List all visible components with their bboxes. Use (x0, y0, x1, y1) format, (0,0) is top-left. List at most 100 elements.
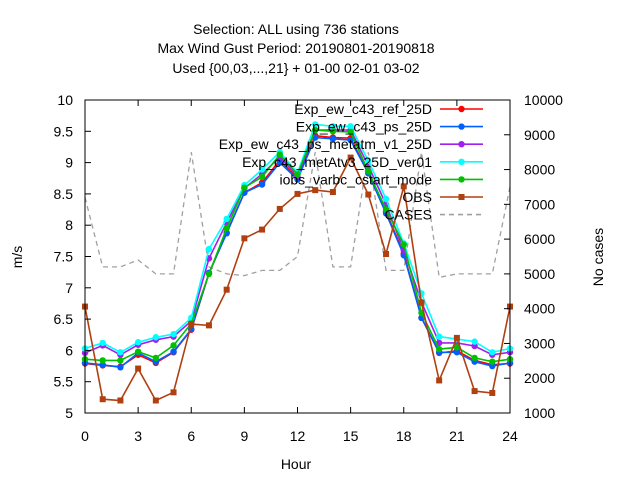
data-point (99, 396, 106, 403)
y2-tick-label: 5000 (524, 266, 555, 282)
y-axis-label: m/s (9, 246, 25, 269)
data-point (418, 299, 425, 306)
y2-tick-label: 6000 (524, 231, 555, 247)
data-point (489, 349, 496, 356)
data-point (152, 354, 160, 362)
data-point (205, 270, 213, 278)
x-tick-label: 12 (290, 428, 306, 444)
data-point (436, 377, 443, 384)
data-point (117, 364, 124, 371)
x-tick-label: 0 (81, 428, 89, 444)
series-line (84, 152, 511, 279)
legend-label: Exp_ew_c43_ps_25D (296, 119, 432, 135)
y-tick-label: 8.5 (54, 186, 74, 202)
y-tick-label: 5.5 (54, 374, 74, 390)
data-point (471, 338, 478, 345)
y2-tick-label: 9000 (524, 127, 555, 143)
data-point (347, 123, 354, 130)
data-point (347, 136, 354, 144)
legend-marker (458, 141, 465, 148)
legend-label: Exp_ew_c43_ref_25D (294, 101, 432, 117)
data-point (99, 361, 106, 368)
data-point (205, 322, 212, 329)
data-point (329, 189, 336, 196)
y2-tick-label: 10000 (524, 92, 563, 108)
data-point (471, 342, 478, 350)
data-point (241, 184, 248, 191)
ticks-layer: 0 3 6 9 12 15 18 21 24 5 5.5 6 6.5 7 7.5 8 8.5 9 9.5 10 1000… (54, 92, 564, 444)
data-point (365, 157, 372, 164)
y2-tick-label: 2000 (524, 370, 555, 386)
y2-tick-label: 3000 (524, 335, 555, 351)
legend-marker (458, 123, 465, 130)
data-point (329, 123, 337, 130)
y-tick-label: 8 (65, 217, 73, 233)
data-point (400, 241, 407, 248)
x-tick-label: 18 (396, 428, 412, 444)
legend-marker (458, 105, 465, 113)
data-point (312, 126, 319, 134)
data-point (223, 215, 230, 223)
data-point (400, 183, 407, 190)
chart-title-line-1: Selection: ALL using 736 stations (193, 21, 399, 37)
data-point (312, 121, 319, 128)
y-tick-label: 7 (65, 280, 73, 296)
data-point (99, 339, 106, 347)
data-point (258, 166, 266, 173)
y-tick-label: 5 (65, 405, 73, 421)
legend-label: CASES (385, 207, 432, 223)
data-point (258, 173, 266, 181)
data-point (258, 181, 266, 188)
data-point (170, 342, 177, 349)
legend-marker (458, 194, 465, 200)
legend-label: Exp_c43_metAtv3_25D_ver01 (242, 154, 432, 170)
data-point (223, 225, 230, 232)
data-point (347, 128, 354, 136)
data-point (312, 187, 319, 194)
data-point (241, 235, 248, 242)
x-tick-label: 15 (343, 428, 359, 444)
data-point (276, 205, 283, 212)
data-point (435, 345, 443, 353)
series-4 (81, 126, 514, 365)
legend-marker (458, 176, 465, 183)
data-point (276, 151, 283, 158)
data-point (453, 349, 461, 356)
x-tick-label: 21 (449, 428, 465, 444)
legend-label: iobs_varbc_cstart_mode (279, 171, 432, 187)
y-tick-label: 6.5 (54, 311, 74, 327)
data-point (489, 358, 496, 365)
y-tick-label: 6 (65, 342, 73, 358)
y-tick-label: 7.5 (54, 249, 74, 265)
data-point (170, 389, 177, 396)
data-point (117, 357, 124, 364)
legend-marker (458, 158, 465, 165)
data-point (383, 250, 390, 257)
data-point (471, 388, 478, 395)
data-point (329, 128, 337, 135)
series-5 (82, 154, 513, 404)
data-point (170, 330, 177, 338)
y2-tick-label: 1000 (524, 405, 555, 421)
data-point (347, 154, 354, 161)
chart-title-line-3: Used {00,03,...,21} + 01-00 02-01 03-02 (172, 60, 419, 76)
data-point (170, 348, 177, 355)
legend-label: Exp_ew_c43_ps_metatm_v1_25D (219, 136, 432, 152)
x-axis-label: Hour (281, 456, 312, 472)
data-point (365, 191, 372, 198)
data-point (471, 354, 478, 362)
y2-tick-label: 4000 (524, 301, 555, 317)
data-point (453, 344, 461, 351)
data-point (365, 168, 372, 175)
y2-tick-label: 8000 (524, 162, 555, 178)
data-point (259, 226, 266, 233)
data-point (294, 190, 301, 197)
data-point (382, 206, 390, 213)
y2-axis-label: No cases (590, 228, 606, 286)
x-tick-label: 9 (240, 428, 248, 444)
data-point (135, 365, 142, 372)
data-point (276, 159, 283, 166)
data-point (489, 389, 496, 396)
data-point (117, 397, 124, 404)
series-6 (84, 152, 511, 279)
